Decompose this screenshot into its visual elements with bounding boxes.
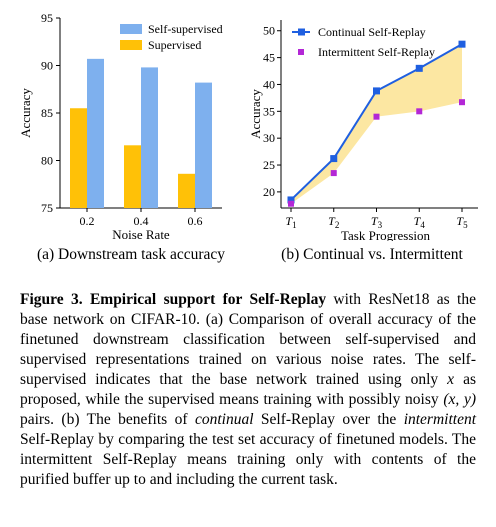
legend-label-continual: Continual Self-Replay (318, 25, 426, 39)
marker-continual-T3 (373, 87, 380, 95)
y-tick-label: 95 (41, 11, 53, 25)
x-tick-label: T4 (414, 214, 426, 230)
y-tick-label: 40 (263, 77, 275, 91)
fill-between-area (291, 44, 462, 204)
y-axis-label: Accuracy (248, 89, 263, 139)
y-tick-label: 80 (41, 154, 53, 168)
bar-supervised-0.6 (178, 173, 195, 208)
marker-intermittent-T2 (330, 170, 337, 177)
caption-emph-continual: continual (194, 411, 254, 428)
legend-label-supervised: Supervised (148, 38, 201, 52)
caption-emph-intermittent: intermittent (403, 411, 477, 428)
legend-label-intermittent: Intermittent Self-Replay (318, 45, 435, 59)
y-tick-label: 50 (263, 24, 275, 38)
marker-intermittent-T5 (459, 99, 465, 106)
x-axis-label: Noise Rate (112, 227, 170, 241)
marker-intermittent-T4 (416, 108, 423, 115)
y-tick-label: 20 (263, 185, 275, 199)
legend-marker-intermittent (298, 49, 304, 55)
marker-intermittent-T3 (373, 113, 380, 120)
caption-var-xy: (x, y) (443, 391, 476, 408)
legend-label-self-supervised: Self-supervised (148, 22, 223, 36)
y-tick-label: 75 (41, 201, 53, 215)
figure-caption: Figure 3. Empirical support for Self-Rep… (20, 290, 476, 490)
caption-text-5: Self-Replay by comparing the test set ac… (20, 431, 476, 488)
caption-text-2: as proposed, while the supervised means … (20, 371, 476, 408)
x-axis-label: Task Progression (341, 228, 431, 241)
x-tick-label: 0.4 (134, 214, 149, 228)
subcaption-b: (b) Continual vs. Intermittent (281, 246, 463, 263)
marker-continual-T5 (458, 40, 466, 48)
x-tick-label: T1 (285, 214, 296, 230)
subcaption-a: (a) Downstream task accuracy (36, 246, 226, 263)
bar-self-supervised-0.2 (87, 58, 104, 208)
figure-panel-a: 75 80 85 90 95 0.2 0.4 0.6 Noise Rate Accuracy Sel… (0, 6, 250, 263)
bar-self-supervised-0.6 (195, 82, 212, 208)
y-tick-label: 35 (263, 104, 275, 118)
x-tick-label: 0.6 (188, 214, 203, 228)
legend-swatch-self-supervised (120, 24, 142, 34)
y-tick-label: 85 (41, 106, 53, 120)
y-tick-label: 25 (263, 158, 275, 172)
caption-label: Figure 3. (20, 291, 83, 308)
caption-text-4: Self-Replay over the (253, 411, 404, 428)
caption-text-1: with ResNet18 as the base network on CIF… (20, 291, 476, 388)
caption-title: Empirical support for Self-Replay (89, 291, 327, 308)
bar-self-supervised-0.4 (141, 67, 158, 209)
bar-chart-noise-rate: 75 80 85 90 95 0.2 0.4 0.6 Noise Rate Accuracy Sel… (18, 11, 223, 242)
y-tick-label: 45 (263, 51, 275, 65)
caption-var-x: x (447, 371, 455, 388)
legend-swatch-supervised (120, 40, 142, 50)
y-axis-label: Accuracy (18, 88, 33, 138)
bar-supervised-0.2 (70, 108, 87, 208)
x-tick-label: 0.2 (80, 214, 95, 228)
caption-text-3: pairs. (b) The benefits of (20, 411, 195, 428)
marker-intermittent-T1 (288, 200, 294, 207)
marker-continual-T4 (415, 64, 423, 72)
legend-marker-continual (298, 28, 305, 36)
y-tick-label: 30 (263, 131, 275, 145)
bar-supervised-0.4 (124, 145, 141, 208)
marker-continual-T2 (330, 155, 338, 163)
y-tick-label: 90 (41, 59, 53, 73)
x-tick-label: T2 (328, 214, 339, 230)
x-tick-label: T3 (371, 214, 383, 230)
figure-panel-b: 20 25 30 35 40 45 50 T1 T2 T3 T4 T5 Task Progression… (248, 6, 496, 263)
marker-continual-T1 (287, 196, 295, 204)
x-tick-label: T5 (456, 214, 468, 230)
line-chart-task-progression: 20 25 30 35 40 45 50 T1 T2 T3 T4 T5 Task Progression… (248, 20, 478, 243)
